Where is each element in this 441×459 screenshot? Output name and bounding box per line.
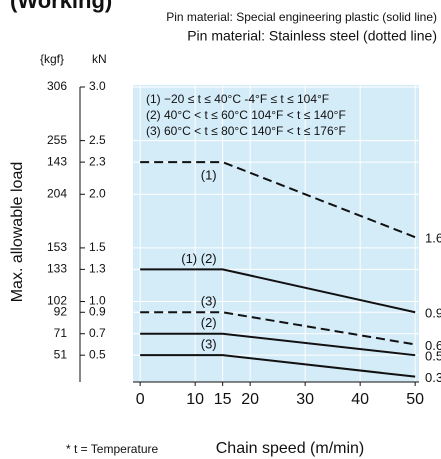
- y-tick-label: 0.5: [89, 347, 106, 361]
- y-tick-label-kgf: 306: [47, 79, 67, 93]
- series-label: (3): [201, 337, 217, 352]
- y-tick-label: 2.0: [89, 186, 106, 200]
- legend-entry: (2) 40°C < t ≤ 60°C 104°F < t ≤ 140°F: [146, 108, 346, 122]
- legend-entry: (3) 60°C < t ≤ 80°C 140°F < t ≤ 176°F: [146, 124, 346, 138]
- end-value-label: 0.5: [425, 349, 441, 364]
- y-tick-label: 0.7: [89, 326, 106, 340]
- y-tick-label: 2.5: [89, 133, 106, 147]
- end-value-label: 1.6: [425, 231, 441, 246]
- series-label: (3): [201, 294, 217, 309]
- end-value-label: 0.3: [425, 370, 441, 385]
- y-tick-label-kgf: 133: [47, 262, 67, 276]
- y-tick-label: 2.3: [89, 154, 106, 168]
- plot-area: [133, 85, 419, 382]
- x-tick-label: 0: [136, 391, 145, 408]
- y-tick-label-kgf: 255: [47, 133, 67, 147]
- y-tick-label: 1.5: [89, 240, 106, 254]
- y-tick-label-kgf: 204: [47, 186, 67, 200]
- y-unit: kN: [92, 52, 107, 66]
- x-tick-label: 50: [406, 391, 424, 408]
- y-tick-label-kgf: 102: [47, 294, 67, 308]
- y-tick-label-kgf: 71: [54, 326, 68, 340]
- series-label: (2): [201, 315, 217, 330]
- subtitle: Pin material: Stainless steel (dotted li…: [187, 28, 437, 44]
- y-tick-label-kgf: 143: [47, 154, 67, 168]
- subtitle: Pin material: Special engineering plasti…: [166, 10, 437, 24]
- x-tick-label: 15: [214, 391, 232, 408]
- x-tick-label: 10: [186, 391, 204, 408]
- y-tick-label-kgf: 51: [54, 347, 68, 361]
- series-label: (1) (2): [181, 251, 216, 266]
- series-line: [140, 311, 416, 346]
- end-value-label: 0.6: [425, 338, 441, 353]
- y-unit-left: {kgf}: [40, 52, 64, 66]
- y-tick-label: 0.9: [89, 304, 106, 318]
- footnote: * t = Temperature: [66, 442, 158, 456]
- series-line: [140, 354, 416, 378]
- y-tick-label: 3.0: [89, 79, 106, 93]
- x-axis-label: Chain speed (m/min): [216, 440, 365, 457]
- end-value-label: 0.9: [425, 306, 441, 321]
- legend-entry: (1) −20 ≤ t ≤ 40°C -4°F ≤ t ≤ 104°F: [146, 92, 329, 106]
- y-tick-label-kgf: 92: [54, 304, 68, 318]
- series-line: [140, 332, 416, 357]
- y-tick-label-kgf: 153: [47, 240, 67, 254]
- y-tick-label: 1.3: [89, 262, 106, 276]
- y-axis-label: Max. allowable load: [9, 162, 26, 303]
- series-line: [140, 268, 416, 314]
- y-tick-label: 1.0: [89, 294, 106, 308]
- x-tick-label: 20: [241, 391, 259, 408]
- chart-title: (Working): [10, 0, 112, 13]
- series-label: (1): [201, 168, 217, 183]
- x-tick-label: 40: [351, 391, 369, 408]
- x-tick-label: 30: [296, 391, 314, 408]
